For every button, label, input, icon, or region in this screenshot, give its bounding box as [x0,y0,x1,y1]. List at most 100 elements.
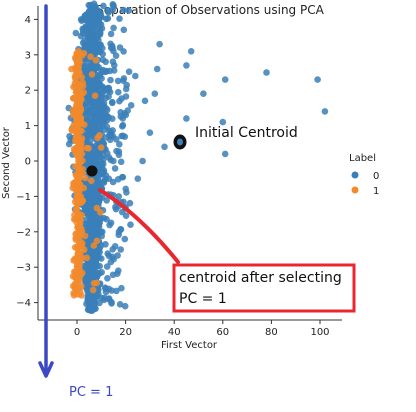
series-0-point [156,40,163,48]
series-0-point [105,154,113,161]
legend-label-1: 1 [373,186,379,197]
series-0-point [93,41,100,48]
series-0-point [103,197,110,204]
y-tick-label: 2 [25,86,31,97]
series-0-point [100,88,107,95]
series-1-point [96,132,103,139]
legend-label-0: 0 [373,171,379,182]
series-0-point [109,58,117,65]
series-1-point [93,279,101,287]
series-0-point [314,76,321,83]
series-1-point [91,92,99,99]
series-0-point [139,157,146,165]
series-0-point [91,225,99,233]
series-0-point [97,228,105,236]
series-1-point [87,53,94,60]
series-0-point [86,123,94,131]
series-0-point [87,294,94,302]
series-1-point [73,229,81,237]
series-0-point [183,115,190,122]
series-0-point [66,133,73,140]
series-1-point [74,254,81,261]
series-0-point [92,98,100,106]
series-1-point [78,52,86,59]
series-1-point [72,286,80,293]
x-tick-label: 80 [265,327,278,338]
series-0-point [117,158,125,166]
series-1-point [73,171,80,178]
series-0-point [134,175,142,182]
series-0-point [321,108,329,115]
series-0-point [153,65,161,73]
series-0-point [99,56,107,63]
series-0-point [103,112,111,120]
series-0-point [109,98,116,106]
series-0-point [105,86,112,94]
series-0-point [114,252,121,259]
initial-centroid-marker [173,134,187,150]
series-0-point [91,144,99,152]
series-0-point [125,7,132,14]
series-0-point [85,1,93,9]
series-1-point [90,242,98,249]
series-0-point [77,16,85,23]
series-0-point [115,88,122,96]
series-0-point [85,219,92,227]
series-0-point [99,104,107,111]
series-0-point [116,97,123,105]
series-0-point [100,178,107,185]
series-0-point [114,176,122,183]
series-0-point [123,189,130,196]
series-0-point [119,123,126,130]
series-0-point [116,15,123,22]
callout-text-line2: PC = 1 [179,291,227,307]
series-1-point [73,58,81,66]
series-0-point [97,161,105,168]
x-tick-label: 40 [168,327,181,338]
series-0-point [120,26,128,34]
series-1-point [72,274,79,281]
series-0-point [127,221,134,228]
initial-centroid-label: Initial Centroid [195,125,298,141]
series-0-point [85,8,93,15]
series-0-point [109,115,116,122]
series-0-point [106,127,113,135]
series-1-point [69,111,77,119]
series-1-point [72,72,79,79]
series-0-point [151,90,159,97]
series-0-point [77,32,85,40]
series-0-point [92,274,99,281]
series-0-point [84,260,92,268]
series-1-point [78,96,85,103]
series-0-point [132,72,139,80]
series-1-point [88,177,95,185]
series-0-point [117,226,125,233]
series-0-point [114,77,122,85]
series-1-point [83,144,90,152]
series-1-point [74,279,82,287]
series-1-point [76,126,83,134]
series-0-point [127,102,135,109]
series-1-point [73,196,81,204]
series-1-point [69,94,77,102]
series-0-point [82,44,89,51]
series-0-point [101,294,108,302]
series-0-point [115,148,123,155]
callout-box [172,263,356,313]
series-0-point [86,81,94,88]
series-1-point [78,241,85,249]
y-tick-label: 1 [25,121,31,132]
series-1-point [72,236,80,243]
series-0-point [161,143,168,151]
series-1-point [88,71,96,78]
x-tick-label: 0 [74,327,80,338]
series-0-point [121,302,129,310]
series-0-point [221,150,229,158]
series-1-point [74,223,82,231]
legend: Label 0 1 [349,153,379,197]
series-1-point [79,157,86,164]
series-0-point [125,68,133,75]
series-0-point [119,132,127,140]
series-0-point [117,246,124,253]
